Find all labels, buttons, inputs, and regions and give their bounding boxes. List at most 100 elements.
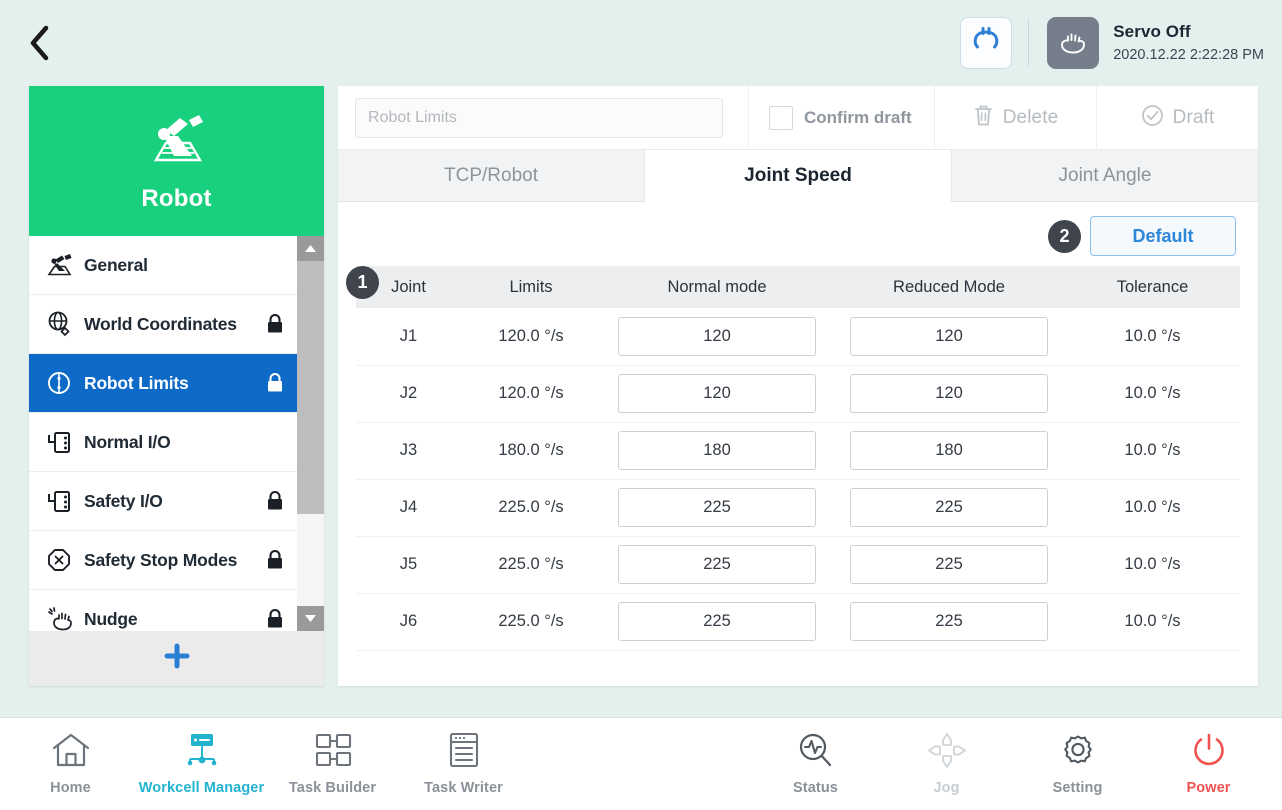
reduced-mode-input[interactable]: [850, 316, 1048, 356]
sidebar-item-safety-stop-modes[interactable]: Safety Stop Modes: [29, 531, 297, 590]
nav-item-setting[interactable]: Setting: [1012, 718, 1143, 810]
hand-nudge-icon: [46, 606, 80, 632]
reduced-mode-input[interactable]: [850, 431, 1048, 470]
cell-tolerance: 10.0 °/s: [1065, 365, 1240, 423]
robot-home-button[interactable]: [960, 16, 1013, 69]
globe-coordinates-icon: [46, 311, 80, 337]
draft-label: Draft: [1172, 106, 1215, 128]
tab-joint-speed[interactable]: Joint Speed: [644, 150, 951, 202]
nav-item-workcell-manager[interactable]: Workcell Manager: [136, 718, 267, 810]
reduced-mode-input[interactable]: [850, 374, 1048, 413]
task-writer-icon: [444, 732, 484, 774]
draft-button[interactable]: Draft: [1096, 85, 1258, 150]
nav-label-home: Home: [50, 780, 91, 796]
table-row: J3 180.0 °/s 10.0 °/s: [356, 422, 1240, 480]
sidebar-item-normal-io[interactable]: Normal I/O: [29, 413, 297, 472]
joint-speed-table-wrap: 1 Joint Limits Normal mode Reduced Mode …: [346, 266, 1240, 651]
top-bar: Servo Off 2020.12.22 2:22:28 PM: [0, 0, 1282, 85]
nav-item-task-writer[interactable]: Task Writer: [398, 718, 529, 810]
lock-icon: [265, 490, 285, 512]
sidebar-item-safety-io[interactable]: Safety I/O: [29, 472, 297, 531]
cell-tolerance: 10.0 °/s: [1065, 422, 1240, 480]
cell-normal: [601, 308, 833, 366]
nav-item-power[interactable]: Power: [1143, 718, 1274, 810]
normal-mode-input[interactable]: [618, 545, 816, 584]
io-port-icon: [46, 430, 80, 455]
nav-item-home[interactable]: Home: [5, 718, 136, 810]
plus-icon: [162, 641, 192, 676]
normal-mode-input[interactable]: [618, 431, 816, 470]
sidebar-scrollbar[interactable]: [297, 236, 324, 631]
reduced-mode-input[interactable]: [850, 488, 1048, 527]
name-field-cell: [338, 97, 748, 138]
back-button[interactable]: [0, 0, 80, 85]
nav-label-jog: Jog: [933, 780, 960, 796]
scroll-up-button[interactable]: [297, 236, 324, 261]
column-header-normal-mode: Normal mode: [601, 266, 833, 308]
robot-home-icon: [971, 25, 1001, 60]
limit-name-input[interactable]: [355, 97, 723, 138]
bottom-navigation: Home Workcell Manager: [0, 717, 1282, 810]
triangle-up-icon: [304, 240, 317, 258]
confirm-draft-label: Confirm draft: [804, 107, 912, 127]
hand-teach-icon: [1047, 16, 1100, 69]
lock-icon: [265, 372, 285, 394]
tab-joint-angle[interactable]: Joint Angle: [951, 150, 1258, 202]
table-head: Joint Limits Normal mode Reduced Mode To…: [356, 266, 1240, 308]
normal-mode-input[interactable]: [618, 316, 816, 356]
sidebar-item-label: Robot Limits: [84, 372, 189, 393]
table-header-row: Joint Limits Normal mode Reduced Mode To…: [356, 266, 1240, 308]
robot-card[interactable]: Robot: [29, 86, 324, 236]
lock-icon: [265, 549, 285, 571]
cell-limits: 225.0 °/s: [461, 479, 601, 537]
confirm-draft-checkbox[interactable]: [769, 105, 793, 130]
sidebar-menu-wrap: General World Coordinates: [29, 236, 324, 631]
normal-mode-input[interactable]: [618, 488, 816, 527]
sidebar-item-world-coordinates[interactable]: World Coordinates: [29, 295, 297, 354]
table-body: J1 120.0 °/s 10.0 °/s J2 120.0 °/s 10.0 …: [356, 308, 1240, 651]
cell-normal: [601, 593, 833, 651]
delete-button[interactable]: Delete: [934, 85, 1096, 150]
normal-mode-input[interactable]: [618, 374, 816, 413]
column-header-limits: Limits: [461, 266, 601, 308]
power-icon: [1189, 732, 1229, 774]
reduced-mode-input[interactable]: [850, 602, 1048, 641]
jog-dpad-icon: [926, 732, 968, 774]
table-row: J4 225.0 °/s 10.0 °/s: [356, 479, 1240, 537]
reduced-mode-input[interactable]: [850, 545, 1048, 584]
confirm-draft-toggle[interactable]: Confirm draft: [748, 85, 934, 150]
main-toolbar: Confirm draft Delete: [338, 85, 1258, 150]
nav-item-jog[interactable]: Jog: [881, 718, 1012, 810]
sidebar-item-label: World Coordinates: [84, 313, 237, 334]
chevron-left-icon: [26, 23, 54, 63]
trash-icon: [973, 104, 994, 132]
scrollbar-thumb[interactable]: [297, 261, 324, 514]
step-badge-1: 1: [346, 266, 379, 299]
stop-octagon-icon: [46, 547, 80, 573]
add-item-button[interactable]: [29, 631, 324, 686]
sidebar-menu-list: General World Coordinates: [29, 236, 297, 631]
column-header-tolerance: Tolerance: [1065, 266, 1240, 308]
divider: [1028, 19, 1030, 66]
limits-circle-icon: [46, 370, 80, 396]
sidebar-item-nudge[interactable]: Nudge: [29, 590, 297, 631]
main-panel: Confirm draft Delete: [338, 85, 1258, 686]
scroll-down-button[interactable]: [297, 606, 324, 631]
cell-joint: J1: [356, 308, 461, 366]
tab-content: 2 Default 1 Joint Limits Normal mode Red…: [338, 202, 1258, 651]
nav-label-status: Status: [793, 780, 838, 796]
cell-tolerance: 10.0 °/s: [1065, 536, 1240, 594]
sidebar-item-robot-limits[interactable]: Robot Limits: [29, 354, 297, 413]
sidebar-item-general[interactable]: General: [29, 236, 297, 295]
normal-mode-input[interactable]: [618, 602, 816, 641]
nav-item-status[interactable]: Status: [750, 718, 881, 810]
robot-card-title: Robot: [141, 184, 212, 212]
nav-label-workcell-manager: Workcell Manager: [138, 780, 265, 796]
cell-tolerance: 10.0 °/s: [1065, 308, 1240, 366]
cell-joint: J4: [356, 479, 461, 537]
tab-tcp-robot[interactable]: TCP/Robot: [338, 150, 644, 202]
cell-normal: [601, 422, 833, 480]
cell-normal: [601, 479, 833, 537]
default-button[interactable]: Default: [1090, 216, 1236, 256]
nav-item-task-builder[interactable]: Task Builder: [267, 718, 398, 810]
